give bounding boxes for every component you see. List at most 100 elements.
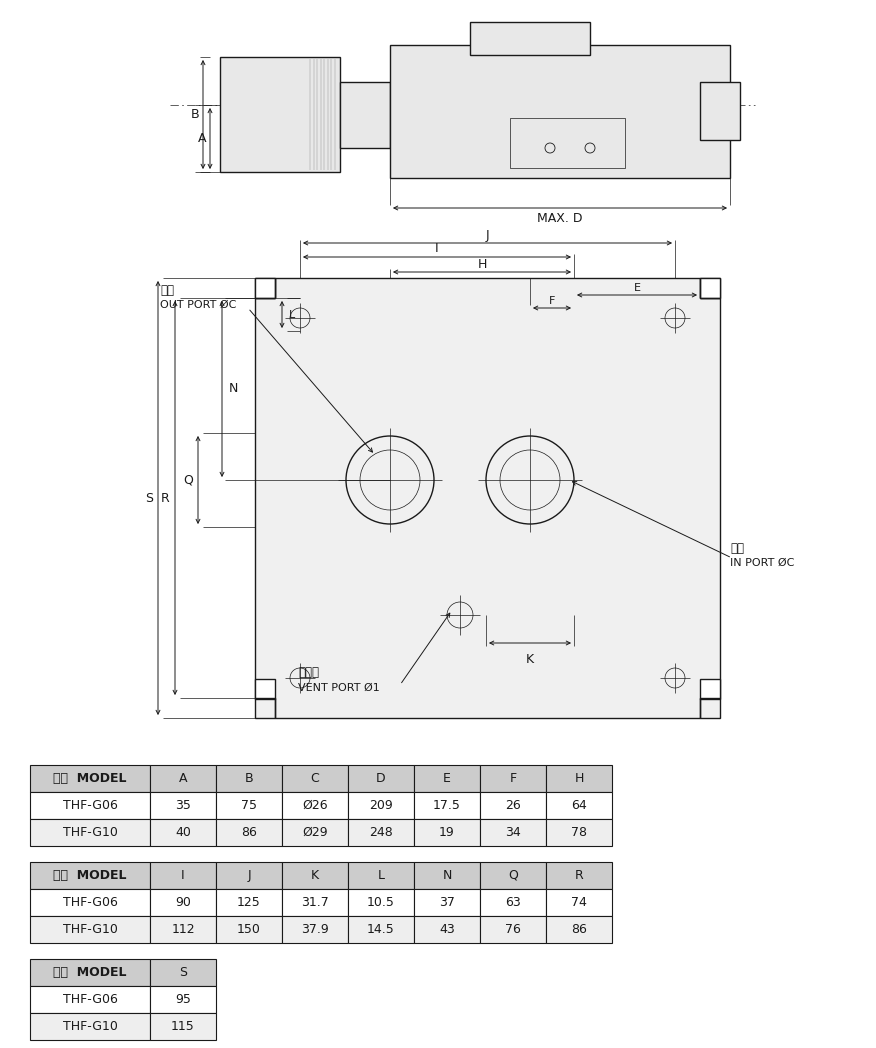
Text: MAX. D: MAX. D	[537, 212, 583, 224]
Text: K: K	[311, 869, 319, 882]
Text: THF-G06: THF-G06	[62, 799, 117, 812]
Text: J: J	[247, 869, 251, 882]
Text: OUT PORT ØC: OUT PORT ØC	[160, 300, 237, 310]
Text: 14.5: 14.5	[367, 923, 395, 936]
Bar	[150, 765, 216, 792]
Bar	[700, 278, 720, 298]
Bar	[282, 818, 348, 846]
Bar	[30, 765, 150, 792]
Text: Ø29: Ø29	[302, 826, 328, 839]
Bar	[700, 679, 720, 699]
Text: 10.5: 10.5	[367, 896, 395, 909]
Bar	[216, 765, 282, 792]
Bar	[216, 818, 282, 846]
Bar	[546, 792, 612, 818]
Text: 95: 95	[175, 994, 191, 1006]
Bar	[30, 916, 150, 943]
Text: I: I	[435, 242, 439, 256]
Text: 17.5: 17.5	[433, 799, 461, 812]
Text: THF-G06: THF-G06	[62, 994, 117, 1006]
Bar	[546, 765, 612, 792]
Text: R: R	[161, 492, 170, 504]
Bar	[546, 889, 612, 916]
Bar	[414, 765, 480, 792]
Text: 37: 37	[439, 896, 455, 909]
Bar	[30, 1013, 150, 1040]
Text: E: E	[633, 283, 640, 293]
Bar	[150, 889, 216, 916]
Bar	[255, 679, 275, 699]
Bar	[510, 118, 625, 168]
Bar	[150, 792, 216, 818]
Text: 90: 90	[175, 896, 191, 909]
Text: 40: 40	[175, 826, 191, 839]
Bar	[470, 22, 590, 54]
Text: 型式  MODEL: 型式 MODEL	[53, 869, 127, 882]
Text: 115: 115	[171, 1020, 194, 1033]
Bar	[546, 916, 612, 943]
Text: 248: 248	[369, 826, 392, 839]
Text: 64: 64	[571, 799, 587, 812]
Text: 86: 86	[241, 826, 257, 839]
Bar	[348, 889, 414, 916]
Bar	[30, 818, 150, 846]
Text: Q: Q	[508, 869, 518, 882]
Bar	[414, 916, 480, 943]
Bar	[348, 863, 414, 889]
Bar	[390, 45, 730, 178]
Text: THF-G10: THF-G10	[62, 826, 117, 839]
Text: 型式  MODEL: 型式 MODEL	[53, 772, 127, 785]
Text: E: E	[443, 772, 451, 785]
Bar	[348, 818, 414, 846]
Bar	[480, 863, 546, 889]
Bar	[282, 889, 348, 916]
Bar	[30, 959, 150, 986]
Text: K: K	[526, 653, 534, 665]
Bar	[546, 818, 612, 846]
Text: 78: 78	[571, 826, 587, 839]
Bar	[216, 863, 282, 889]
Text: 入口: 入口	[730, 542, 744, 554]
Bar	[255, 278, 720, 718]
Text: N: N	[229, 383, 238, 395]
Text: 出口: 出口	[160, 284, 174, 297]
Bar	[700, 82, 740, 140]
Bar	[480, 916, 546, 943]
Text: B: B	[191, 108, 200, 121]
Bar	[348, 765, 414, 792]
Text: C: C	[311, 772, 320, 785]
Text: THF-G10: THF-G10	[62, 923, 117, 936]
Bar	[282, 863, 348, 889]
Bar	[348, 916, 414, 943]
Bar	[30, 986, 150, 1013]
Text: 31.7: 31.7	[301, 896, 328, 909]
Bar	[216, 792, 282, 818]
Text: H: H	[477, 258, 487, 270]
Text: Ø26: Ø26	[302, 799, 328, 812]
Bar	[30, 889, 150, 916]
Text: N: N	[442, 869, 452, 882]
Bar	[348, 792, 414, 818]
Bar	[30, 863, 150, 889]
Text: J: J	[485, 228, 490, 241]
Text: R: R	[575, 869, 583, 882]
Bar	[216, 889, 282, 916]
Text: F: F	[548, 296, 555, 306]
Bar	[150, 1013, 216, 1040]
Text: 37.9: 37.9	[301, 923, 328, 936]
Text: 76: 76	[505, 923, 521, 936]
Bar	[340, 82, 390, 148]
Bar	[414, 818, 480, 846]
Text: 150: 150	[237, 923, 261, 936]
Text: 型式  MODEL: 型式 MODEL	[53, 966, 127, 979]
Text: 209: 209	[369, 799, 392, 812]
Bar	[150, 818, 216, 846]
Text: D: D	[376, 772, 385, 785]
Bar	[150, 986, 216, 1013]
Text: 遙控孔: 遙控孔	[298, 665, 319, 678]
Text: VENT PORT Ø1: VENT PORT Ø1	[298, 683, 380, 693]
Text: Q: Q	[183, 474, 193, 486]
Bar	[150, 959, 216, 986]
Text: 19: 19	[439, 826, 455, 839]
Text: THF-G10: THF-G10	[62, 1020, 117, 1033]
